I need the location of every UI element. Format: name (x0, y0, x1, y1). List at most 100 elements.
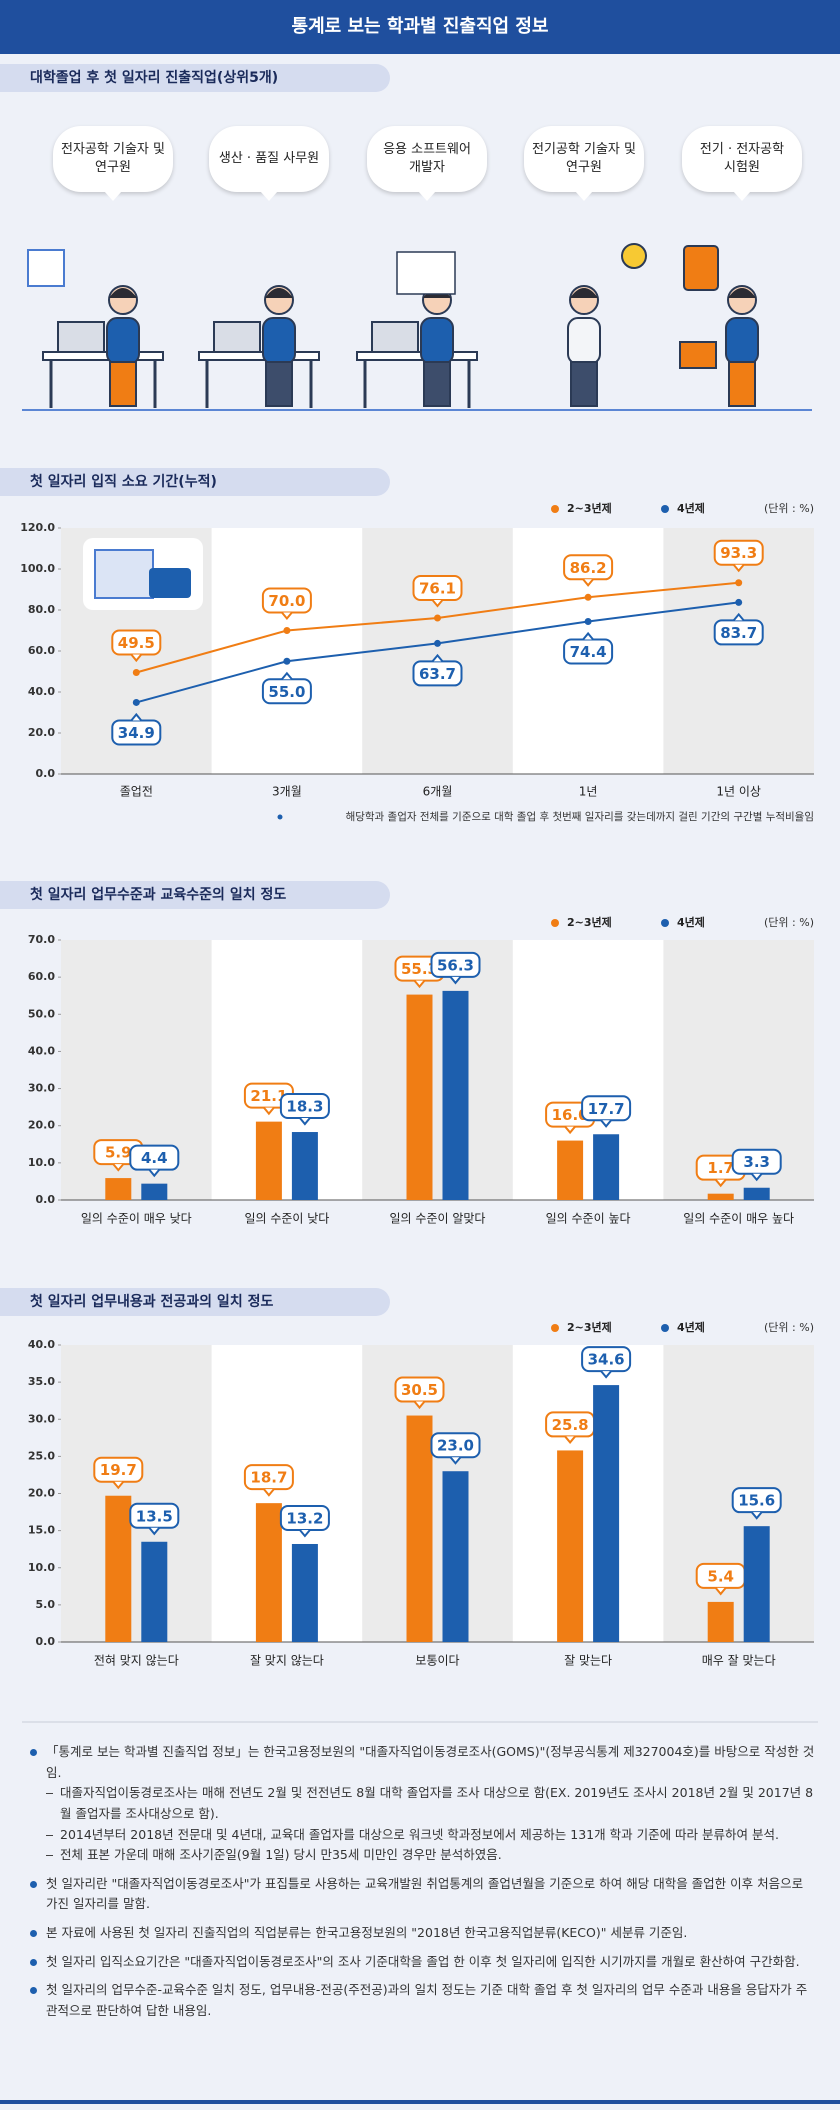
x-tick-label: 6개월 (423, 785, 453, 799)
value-label-pointer (281, 671, 293, 680)
y-tick-label: 25.0 (28, 1449, 55, 1462)
value-label-pointer (112, 1481, 125, 1490)
value-label: 70.0 (268, 592, 305, 610)
value-label: 93.3 (720, 544, 757, 562)
bar (593, 1134, 620, 1200)
job-bubble: 전자공학 기술자 및 연구원 (53, 126, 173, 201)
bar (141, 1183, 168, 1200)
value-label: 63.7 (419, 665, 456, 683)
legend-swatch (551, 919, 559, 927)
value-label: 55.0 (268, 683, 305, 701)
unit-label: (단위 : %) (764, 916, 814, 929)
unit-label: (단위 : %) (764, 1321, 814, 1334)
job-bubble: 전기공학 기술자 및 연구원 (524, 126, 644, 201)
point (434, 639, 441, 647)
hair (109, 288, 137, 298)
value-label-pointer (299, 1529, 311, 1538)
point (434, 614, 441, 622)
section-pill (0, 468, 390, 496)
bar (557, 1140, 584, 1200)
note-text: 첫 일자리의 업무수준-교육수준 일치 정도, 업무내용-전공(주전공)과의 일… (46, 1982, 808, 2018)
point (584, 593, 592, 601)
infographic: 통계로 보는 학과별 진출직업 정보 대학졸업 후 첫 일자리 진출직업(상위5… (0, 0, 840, 1723)
y-tick-label: 40.0 (28, 1044, 55, 1057)
legend-swatch (551, 505, 559, 513)
legend-label: 4년제 (677, 501, 705, 515)
y-tick-label: 20.0 (28, 726, 55, 739)
point (132, 669, 140, 677)
value-label: 74.4 (570, 643, 607, 661)
value-label-pointer (130, 653, 143, 663)
value-label-pointer (413, 979, 426, 989)
x-tick-label: 보통이다 (415, 1654, 459, 1668)
value-label: 49.5 (118, 634, 155, 652)
hair (728, 288, 756, 298)
value-label-pointer (148, 1169, 161, 1178)
page-title: 통계로 보는 학과별 진출직업 정보 (292, 15, 549, 37)
y-tick-label: 60.0 (28, 644, 55, 657)
hair (265, 288, 293, 298)
value-label-pointer (449, 976, 462, 985)
legend-label: 2~3년제 (567, 1320, 612, 1334)
body (420, 317, 454, 365)
value-label-pointer (714, 1587, 727, 1596)
legend-label: 2~3년제 (567, 915, 612, 929)
value-label: 5.9 (105, 1144, 132, 1162)
bar (406, 1415, 433, 1642)
unit-label: (단위 : %) (764, 502, 814, 515)
x-tick-label: 일의 수준이 높다 (546, 1212, 631, 1226)
value-label: 30.5 (401, 1381, 438, 1399)
y-tick-label: 50.0 (28, 1007, 55, 1020)
value-label: 16.0 (552, 1106, 589, 1124)
note-item: 「통계로 보는 학과별 진출직업 정보」는 한국고용정보원의 "대졸자직업이동경… (28, 1742, 818, 1866)
value-label-pointer (263, 1488, 275, 1497)
y-tick-label: 40.0 (28, 1338, 55, 1351)
bar (593, 1385, 620, 1642)
value-label: 76.1 (419, 579, 456, 597)
chip (27, 249, 65, 287)
legend-swatch (661, 1324, 669, 1332)
value-label-pointer (299, 1117, 311, 1126)
value-label-pointer (564, 1125, 576, 1135)
value-label-pointer (582, 578, 594, 587)
value-label: 1.7 (707, 1159, 734, 1177)
legend-label: 4년제 (677, 1320, 705, 1334)
note-text: 첫 일자리란 "대졸자직업이동경로조사"가 표집틀로 사용하는 교육개발원 취업… (46, 1875, 804, 1912)
x-tick-label: 졸업전 (120, 785, 153, 799)
value-label: 18.7 (250, 1469, 287, 1487)
point (735, 598, 743, 606)
point (283, 657, 291, 665)
value-label: 25.8 (552, 1416, 589, 1434)
value-label-pointer (431, 653, 444, 663)
value-label: 4.4 (141, 1149, 168, 1167)
illustration (356, 251, 478, 408)
bar (442, 1471, 469, 1642)
note-subitem: 전체 표본 가운데 매해 조사기준일(9월 1일) 당시 만35세 미만인 경우… (46, 1845, 818, 1866)
value-label: 34.6 (588, 1351, 625, 1369)
chart-title: 첫 일자리 업무수준과 교육수준의 일치 정도 (30, 886, 286, 903)
value-label: 83.7 (720, 624, 757, 642)
point (735, 579, 743, 587)
monitor (57, 321, 105, 353)
value-label-pointer (281, 611, 293, 621)
y-tick-label: 30.0 (28, 1082, 55, 1095)
bottom-rule (0, 2100, 840, 2104)
legs (728, 361, 756, 407)
value-label-pointer (148, 1527, 161, 1536)
bulb (621, 243, 647, 269)
y-tick-label: 0.0 (36, 1635, 56, 1648)
value-label: 17.7 (588, 1100, 625, 1118)
bar (406, 994, 433, 1200)
note-item: 첫 일자리의 업무수준-교육수준 일치 정도, 업무내용-전공(주전공)과의 일… (28, 1980, 818, 2021)
chart-note: 해당학과 졸업자 전체를 기준으로 대학 졸업 후 첫번째 일자리를 갖는데까지… (346, 810, 814, 823)
section-pill (0, 64, 390, 92)
illustration (567, 243, 647, 407)
x-tick-label: 3개월 (272, 785, 302, 799)
legs (109, 361, 137, 407)
note-text: 본 자료에 사용된 첫 일자리 진출직업의 직업분류는 한국고용정보원의 "20… (46, 1925, 688, 1940)
chart-title: 첫 일자리 업무내용과 전공과의 일치 정도 (30, 1293, 273, 1310)
bar (255, 1503, 282, 1642)
legend-swatch (661, 505, 669, 513)
legs (265, 361, 293, 407)
section-title: 대학졸업 후 첫 일자리 진출직업(상위5개) (30, 69, 278, 86)
